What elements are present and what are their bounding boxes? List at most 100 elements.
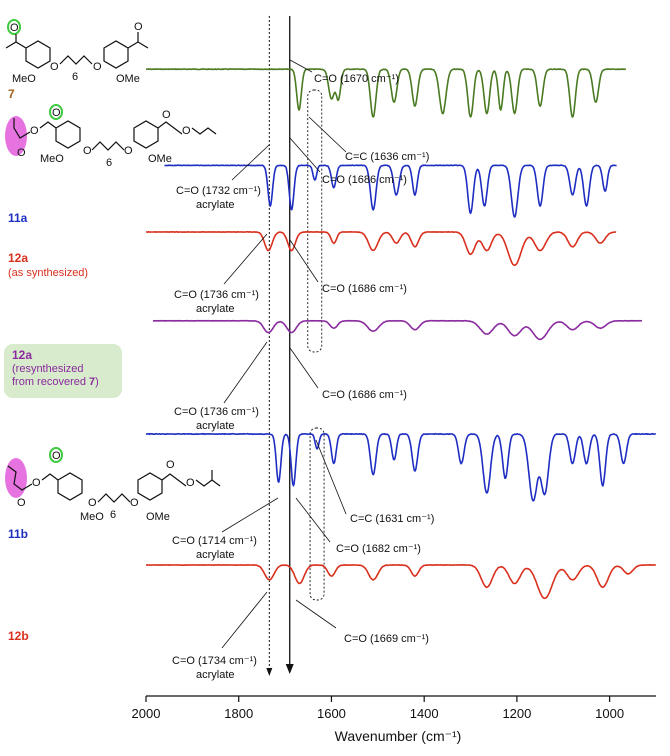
ketone2-link-11b (161, 473, 187, 487)
atom-meo-11a: MeO (40, 153, 64, 165)
x-tick-label-1200: 1200 (502, 706, 531, 721)
spectrum-11a-line (164, 164, 617, 218)
ring2-7 (103, 40, 129, 69)
resynth-badge (4, 344, 122, 398)
atom-ome-11a: OMe (148, 153, 172, 165)
atom-o-ester-11b: O (32, 477, 41, 489)
label-11a: 11a (8, 211, 28, 225)
atom-o-ring2-7: O (134, 21, 143, 33)
cc-band-box-11a (307, 89, 323, 353)
leader-11a-cc (308, 116, 347, 153)
ketone-link-11a (39, 121, 57, 129)
ann-12b-co1669: C=O (1669 cm⁻¹) (344, 633, 429, 645)
highlight-green-7 (7, 19, 21, 35)
atom-o-carbonyl-11b: O (17, 497, 26, 509)
atom-o-ketone2-11a: O (162, 109, 171, 121)
label-12a-resynth-note2: from recovered 7) (12, 376, 99, 388)
ring2-11b (137, 472, 163, 501)
acrylate-chain-11a (13, 118, 31, 139)
guide-solid-arrowhead (285, 664, 294, 674)
atom-o2-11a: O (124, 145, 133, 157)
leader-11a-co1686 (289, 137, 321, 173)
atom-o-ketone-11b: O (52, 450, 61, 462)
atom-6-11a: 6 (106, 157, 112, 169)
ann-12ar-acrylate: acrylate (196, 420, 235, 432)
bond-ring2-me-7 (137, 41, 149, 49)
methacrylate-chain-11b (7, 465, 33, 491)
x-tick-label-1400: 1400 (410, 706, 439, 721)
label-11b: 11b (8, 527, 28, 541)
spectrum-7-line (145, 68, 627, 118)
ketone2-link-11a (157, 121, 183, 135)
chain-11a (91, 141, 125, 151)
leader-11b-cc (315, 439, 347, 515)
leader-11a-co1732 (231, 144, 270, 181)
leader-12ar-co1686 (289, 347, 319, 389)
guide-dotted-arrowhead (266, 668, 273, 676)
label-12b: 12b (8, 629, 29, 643)
atom-o-ester2-11b: O (186, 477, 195, 489)
acrylate2-11a (191, 127, 217, 135)
annotations: C=O (1670 cm⁻¹) C=C (1636 cm⁻¹) C=O (168… (172, 73, 434, 681)
leader-12ar-co1736 (223, 341, 268, 404)
atom-6-7: 6 (72, 71, 78, 83)
bond-acetyl-7 (5, 41, 27, 49)
highlight-pink-11a (5, 116, 27, 156)
ann-11a-co1732: C=O (1732 cm⁻¹) (176, 185, 261, 197)
spectrum-12b-line (145, 564, 656, 600)
methacrylate2-11b (195, 479, 221, 487)
atom-o-ketone-11a: O (52, 107, 61, 119)
ann-12ar-co1686: C=O (1686 cm⁻¹) (322, 389, 407, 401)
label-12a-resynth-note1: (resynthesized (12, 363, 84, 375)
ann-11b-co1714: C=O (1714 cm⁻¹) (172, 535, 257, 547)
ketone-link-11b (41, 473, 59, 481)
ann-12ar-co1736: C=O (1736 cm⁻¹) (174, 406, 259, 418)
atom-o-ester-11a: O (30, 125, 39, 137)
guides (266, 16, 325, 676)
ann-12a-co1686: C=O (1686 cm⁻¹) (322, 283, 407, 295)
leader-11b-co1682 (295, 497, 331, 543)
atom-meo-11b: MeO (80, 511, 104, 523)
leader-7-co (289, 59, 313, 73)
x-axis-label: Wavenumber (cm⁻¹) (335, 728, 462, 744)
highlight-green-11a (49, 104, 63, 120)
bond-ring2-acetyl-7 (127, 41, 139, 49)
x-tick-label-1800: 1800 (224, 706, 253, 721)
leader-12a-co1736 (223, 233, 268, 285)
ann-12b-acrylate: acrylate (196, 669, 235, 681)
leader-12b-co1734 (221, 591, 268, 649)
spectra (145, 68, 657, 600)
chain-7 (59, 55, 93, 65)
structure-11b: O O O MeO O O 6 OMe O O (5, 447, 221, 523)
structure-7: O MeO O O 6 OMe O (5, 19, 149, 85)
ring1-11a (55, 120, 81, 149)
atom-o-carbonyl-11a: O (17, 147, 26, 159)
ann-12b-co1734: C=O (1734 cm⁻¹) (172, 655, 257, 667)
x-tick-label-1000: 1000 (595, 706, 624, 721)
highlight-green-11b (49, 447, 63, 463)
label-12a: 12a (8, 251, 28, 265)
compound-labels: 7 11a 12a (as synthesized) 12a (resynthe… (4, 87, 122, 643)
ann-11a-co1686: C=O (1686 cm⁻¹) (322, 174, 407, 186)
highlight-pink-11b (5, 458, 27, 498)
ring1-7 (25, 40, 51, 69)
ann-11b-co1682: C=O (1682 cm⁻¹) (336, 543, 421, 555)
ring2-11a (133, 120, 159, 149)
atom-o1-11b: O (88, 497, 97, 509)
atom-ome-11b: OMe (146, 511, 170, 523)
leader-12b-co1669 (295, 599, 337, 629)
spectrum-12a-resynth-line (152, 319, 643, 341)
structure-11a: O O O MeO O O 6 OMe O O (5, 104, 217, 169)
x-tick-label-2000: 2000 (132, 706, 161, 721)
x-axis: 2000 1800 1600 1400 1200 1000 Wavenumber (cm⁻… (132, 695, 656, 744)
ring1-11b (57, 472, 83, 501)
atom-ome-7: OMe (116, 73, 140, 85)
x-tick-label-1600: 1600 (317, 706, 346, 721)
atom-o2-7: O (93, 61, 102, 73)
leader-12a-co1686 (289, 239, 319, 283)
label-12a-resynth: 12a (12, 348, 32, 362)
atom-6-11b: 6 (110, 509, 116, 521)
ann-7-co: C=O (1670 cm⁻¹) (314, 73, 399, 85)
chain-11b (97, 493, 131, 503)
ann-11a-cc: C=C (1636 cm⁻¹) (345, 151, 429, 163)
